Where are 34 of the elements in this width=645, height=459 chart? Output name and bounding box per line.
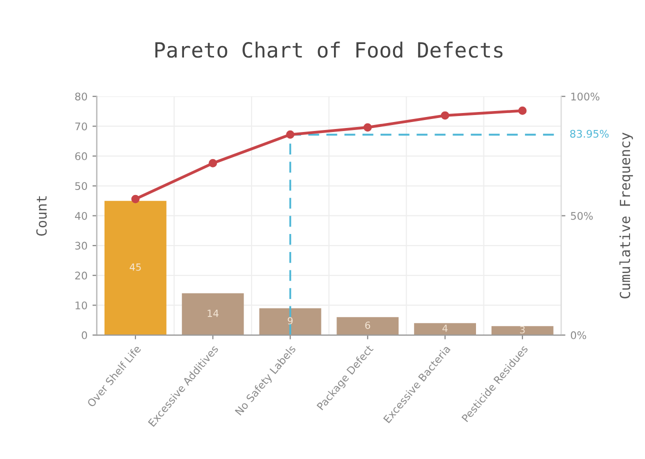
data-label: 45 [130, 264, 141, 271]
y-tick-label: 60 [75, 152, 88, 160]
y-tick-label: 70 [75, 122, 88, 130]
bar [104, 200, 166, 336]
y2-tick-label: 100% [571, 92, 600, 100]
point [440, 111, 450, 120]
ref-line-label: 83.95% [570, 130, 609, 138]
y-tick-label: 0 [82, 331, 88, 340]
y-tick-label: 50 [75, 182, 88, 190]
y-tick-label: 10 [76, 301, 88, 310]
bar [259, 308, 322, 336]
chart-title: Pareto Chart of Food Defects [155, 42, 502, 58]
data-label: 14 [208, 310, 218, 317]
data-label: 6 [365, 322, 370, 329]
point [208, 159, 218, 168]
y-tick-label: 80 [75, 92, 88, 100]
y-axis-title: Count [36, 196, 47, 236]
y-tick-label: 20 [75, 272, 88, 280]
y2-tick-label: 50% [570, 212, 593, 220]
y2-axis-title: Cumulative Frequency [619, 132, 633, 298]
bar [414, 323, 476, 336]
bar [182, 293, 244, 336]
point [363, 123, 372, 132]
bar [336, 317, 399, 336]
data-label: 9 [288, 317, 293, 324]
bar [491, 326, 554, 336]
y-tick-label: 30 [75, 242, 88, 250]
y-tick-label: 40 [74, 212, 88, 220]
y2-tick-label: 0% [570, 331, 586, 340]
data-label: 3 [520, 326, 525, 334]
data-label: 4 [442, 324, 448, 332]
point [286, 130, 294, 139]
point [518, 106, 527, 115]
point [131, 194, 140, 204]
